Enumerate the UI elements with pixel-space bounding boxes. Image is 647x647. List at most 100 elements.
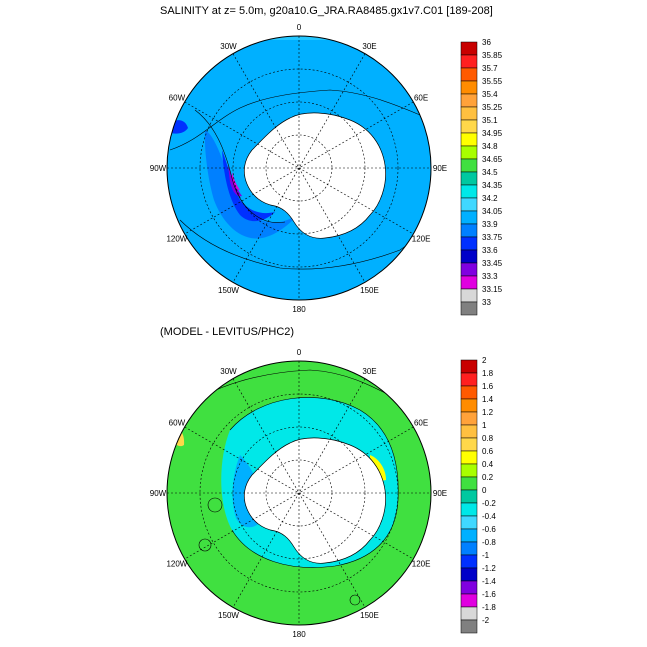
top-map-meridian-label: 30E <box>362 42 376 51</box>
top-map-meridian-label: 90W <box>150 164 167 173</box>
bottom-map-meridian-label: 30E <box>362 367 376 376</box>
bottom-panel-title: (MODEL - LEVITUS/PHC2) <box>160 326 295 338</box>
top-colorbar-swatch <box>460 301 478 316</box>
top-map-lowest-salinity-zone <box>228 165 242 197</box>
bottom-colorbar-level-label: 1 <box>482 421 487 430</box>
bottom-colorbar-level-label: -2 <box>482 616 490 625</box>
bottom-colorbar-swatch <box>460 554 478 569</box>
top-colorbar-swatch <box>460 145 478 160</box>
top-colorbar-level-label: 33.9 <box>482 220 498 229</box>
top-map-meridian-labels: 0 30E 60E 90E 120E 150E 180 150W 120W 90W 60W 30W <box>150 23 447 314</box>
bottom-colorbar-level-label: 1.6 <box>482 382 494 391</box>
top-colorbar-level-label: 34.65 <box>482 155 503 164</box>
top-colorbar-swatch <box>460 106 478 121</box>
bottom-colorbar-swatch <box>460 476 478 491</box>
top-colorbar-swatch <box>460 262 478 277</box>
top-colorbar-swatch <box>460 80 478 95</box>
bottom-colorbar-level-label: 0.8 <box>482 434 494 443</box>
bottom-colorbar-level-label: 0.6 <box>482 447 494 456</box>
top-map-meridian-label: 0 <box>297 23 302 32</box>
top-colorbar-level-label: 35.4 <box>482 90 498 99</box>
top-colorbar-swatch <box>460 93 478 108</box>
top-colorbar-swatch <box>460 275 478 290</box>
top-map-low-salinity-zone <box>204 130 300 239</box>
bottom-colorbar-swatch <box>460 385 478 400</box>
top-colorbar-level-label: 35.7 <box>482 64 498 73</box>
top-colorbar-level-label: 33.75 <box>482 233 503 242</box>
top-map-meridian-label: 150E <box>360 286 379 295</box>
bottom-colorbar-level-label: 0 <box>482 486 487 495</box>
bottom-map-meridian-label: 90W <box>150 489 167 498</box>
bottom-map-meridian-label: 60W <box>169 419 186 428</box>
top-map-border <box>166 35 432 301</box>
top-colorbar-swatch <box>460 210 478 225</box>
bottom-colorbar-swatch <box>460 593 478 608</box>
bottom-map-meridian-label: 90E <box>433 489 447 498</box>
top-map <box>166 35 432 301</box>
bottom-map-meridian-label: 30W <box>220 367 237 376</box>
bottom-colorbar-level-label: 1.8 <box>482 369 494 378</box>
bottom-colorbar-swatch <box>460 515 478 530</box>
top-map-meridian-label: 120W <box>166 235 187 244</box>
top-colorbar-level-label: 33.6 <box>482 246 498 255</box>
bottom-colorbar-level-label: -1.2 <box>482 564 496 573</box>
top-colorbar-level-label: 35.85 <box>482 51 503 60</box>
bottom-colorbar-swatch <box>460 528 478 543</box>
top-colorbar-level-label: 34.95 <box>482 129 503 138</box>
top-map-meridian-label: 150W <box>218 286 239 295</box>
top-colorbar-level-label: 34.05 <box>482 207 503 216</box>
top-colorbar-swatch <box>460 158 478 173</box>
bottom-colorbar-level-label: -1.4 <box>482 577 496 586</box>
bottom-colorbar-level-label: 1.4 <box>482 395 494 404</box>
bottom-colorbar-level-label: -0.8 <box>482 538 496 547</box>
bottom-colorbar-swatch <box>460 502 478 517</box>
bottom-colorbar-swatch <box>460 463 478 478</box>
top-map-meridian-label: 30W <box>220 42 237 51</box>
top-colorbar-level-label: 35.25 <box>482 103 503 112</box>
top-map-meridian-label: 90E <box>433 164 447 173</box>
top-colorbar-level-label: 34.35 <box>482 181 503 190</box>
bottom-map-contour-lines <box>198 369 399 606</box>
top-colorbar-swatch <box>460 236 478 251</box>
top-colorbar-level-label: 34.8 <box>482 142 498 151</box>
top-colorbar-swatch <box>460 54 478 69</box>
bottom-colorbar-level-label: 0.2 <box>482 473 494 482</box>
bottom-map-meridian-label: 120W <box>166 560 187 569</box>
bottom-colorbar-swatch <box>460 580 478 595</box>
top-colorbar-level-label: 34.5 <box>482 168 498 177</box>
bottom-colorbar-level-label: -0.2 <box>482 499 496 508</box>
bottom-map-meridian-label: 150W <box>218 611 239 620</box>
top-map-lower-salinity-zone <box>222 150 275 222</box>
top-colorbar-swatch <box>460 41 478 56</box>
top-map-graticule <box>167 36 431 300</box>
bottom-colorbar-swatch <box>460 359 478 374</box>
top-colorbar-level-label: 36 <box>482 38 491 47</box>
top-colorbar-level-label: 34.2 <box>482 194 498 203</box>
top-map-meridian-label: 60W <box>169 94 186 103</box>
top-colorbar-swatch <box>460 249 478 264</box>
bottom-colorbar-level-label: 1.2 <box>482 408 494 417</box>
bottom-colorbar-level-label: 2 <box>482 356 487 365</box>
top-colorbar-level-label: 33.3 <box>482 272 498 281</box>
top-colorbar-swatch <box>460 184 478 199</box>
bottom-map-antarctica-landmass <box>243 437 386 564</box>
bottom-colorbar-swatch <box>460 606 478 621</box>
bottom-colorbar-swatch <box>460 437 478 452</box>
top-panel-title: SALINITY at z= 5.0m, g20a10.G_JRA.RA8485… <box>160 5 493 17</box>
top-colorbar-swatch <box>460 171 478 186</box>
top-map-meridian-label: 180 <box>292 305 306 314</box>
bottom-colorbar-swatch <box>460 424 478 439</box>
bottom-colorbar-level-label: 0.4 <box>482 460 494 469</box>
top-colorbar-level-label: 33.45 <box>482 259 503 268</box>
top-map-antarctica-landmass <box>243 112 386 239</box>
bottom-map-meridian-label: 180 <box>292 630 306 639</box>
bottom-colorbar-level-label: -1.8 <box>482 603 496 612</box>
top-colorbar-swatch <box>460 197 478 212</box>
bottom-colorbar: 2 1.8 1.6 1.4 1.2 1 0.8 0.6 0.4 0.2 0 -0.2 -0.4 -0.6 -… <box>460 356 496 634</box>
bottom-colorbar-level-label: -0.4 <box>482 512 496 521</box>
top-colorbar-swatch <box>460 223 478 238</box>
bottom-map-meridian-label: 0 <box>297 348 302 357</box>
top-colorbar-level-label: 35.1 <box>482 116 498 125</box>
bottom-map-border <box>166 360 432 626</box>
